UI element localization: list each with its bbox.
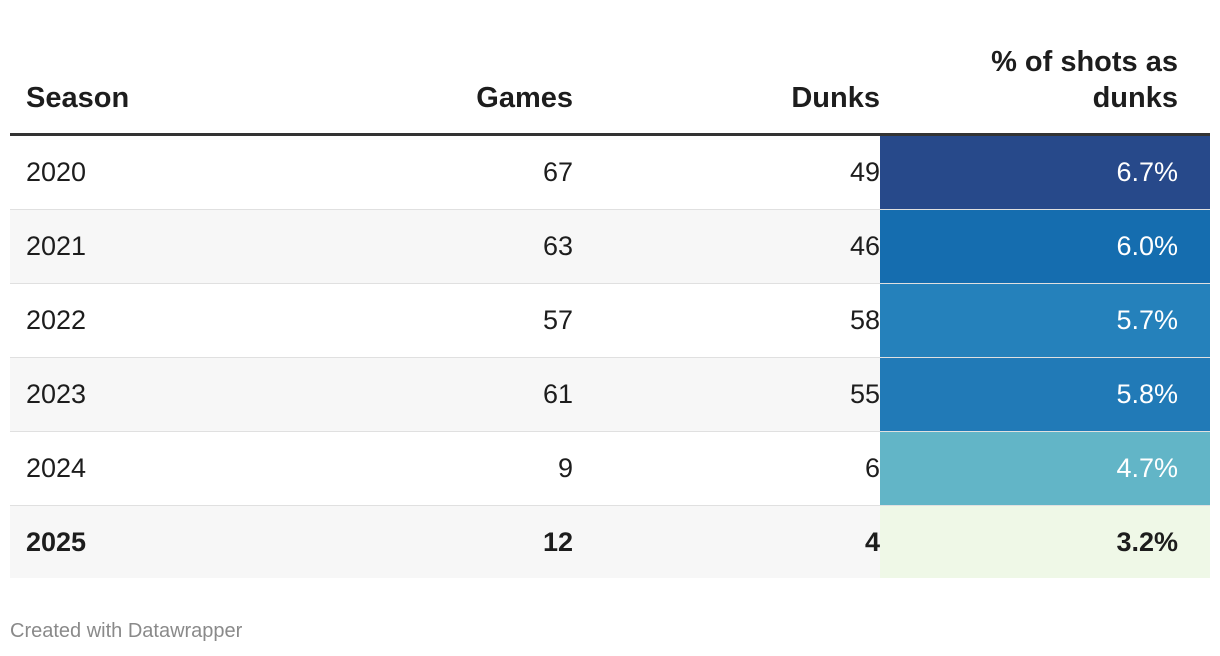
table-row: 2020 67 49 6.7% (10, 136, 1210, 210)
table-body: 2020 67 49 6.7% 2021 63 46 6.0% 2022 57 58 5.7% 2023… (10, 136, 1210, 578)
cell-season: 2025 (26, 526, 87, 557)
cell-games: 9 (557, 453, 573, 483)
table-row: 2021 63 46 6.0% (10, 210, 1210, 284)
cell-games: 12 (542, 526, 573, 557)
cell-pct-dunks: 3.2% (880, 506, 1210, 578)
header-games[interactable]: Games (476, 82, 573, 114)
table-row: 2023 61 55 5.8% (10, 358, 1210, 432)
cell-games: 63 (542, 231, 573, 261)
cell-dunks: 49 (849, 157, 880, 187)
table-row: 2025 12 4 3.2% (10, 506, 1210, 578)
cell-dunks: 46 (849, 231, 880, 261)
cell-pct-dunks: 6.0% (880, 210, 1210, 283)
cell-pct-dunks: 6.7% (880, 136, 1210, 209)
cell-season: 2024 (26, 453, 87, 483)
data-table: Season Games Dunks % of shots as dunks 2… (10, 0, 1210, 578)
footer-credit: Created with Datawrapper (10, 620, 243, 642)
header-pct-dunks[interactable]: % of shots as dunks (880, 0, 1210, 133)
cell-dunks: 58 (849, 305, 880, 335)
cell-season: 2020 (26, 157, 87, 187)
header-season[interactable]: Season (26, 82, 130, 114)
table-row: 2024 9 6 4.7% (10, 432, 1210, 506)
cell-games: 61 (542, 379, 573, 409)
table-row: 2022 57 58 5.7% (10, 284, 1210, 358)
header-dunks[interactable]: Dunks (791, 82, 880, 114)
cell-dunks: 55 (849, 379, 880, 409)
cell-pct-dunks: 5.7% (880, 284, 1210, 357)
cell-games: 67 (542, 157, 573, 187)
header-pct-line2: dunks (1092, 82, 1178, 114)
table-header: Season Games Dunks % of shots as dunks (10, 0, 1210, 136)
header-pct-line1: % of shots as (991, 46, 1178, 78)
cell-dunks: 4 (864, 526, 880, 557)
cell-dunks: 6 (864, 453, 880, 483)
cell-season: 2023 (26, 379, 87, 409)
cell-pct-dunks: 4.7% (880, 432, 1210, 505)
cell-games: 57 (542, 305, 573, 335)
cell-season: 2022 (26, 305, 87, 335)
cell-season: 2021 (26, 231, 87, 261)
cell-pct-dunks: 5.8% (880, 358, 1210, 431)
